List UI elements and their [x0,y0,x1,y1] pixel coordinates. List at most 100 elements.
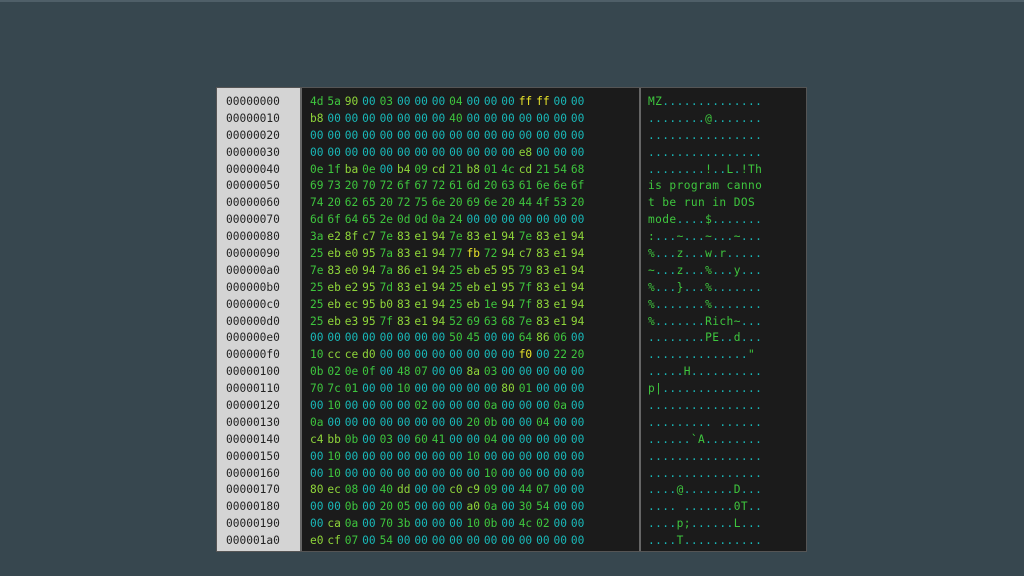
hex-byte[interactable]: 00 [431,466,446,480]
hex-byte[interactable]: 00 [396,95,411,108]
hex-byte[interactable]: ff [536,95,550,108]
hex-byte[interactable]: 00 [553,432,567,446]
hex-byte[interactable]: 07 [344,534,359,548]
hex-byte[interactable]: 00 [501,128,515,142]
hex-byte[interactable]: 00 [553,466,567,480]
hex-row[interactable]: 00 00 00 00 00 00 00 00 00 00 00 00 e8 00 00 00 [302,145,588,162]
ascii-row[interactable]: p|.............. [648,382,763,396]
hex-byte[interactable]: 00 [536,534,550,548]
hex-byte[interactable]: 07 [536,483,550,497]
hex-byte[interactable]: 00 [536,466,550,480]
hex-byte[interactable]: 00 [431,399,446,413]
hex-byte[interactable]: 20 [466,415,480,429]
hex-byte[interactable]: 70 [310,382,324,396]
hex-byte[interactable]: 00 [379,399,394,413]
hex-row[interactable]: 70 7c 01 00 00 10 00 00 00 00 00 80 01 00 00 00 [302,381,588,398]
hex-byte[interactable]: 10 [327,449,341,463]
hex-byte[interactable]: e2 [344,280,359,294]
hex-byte[interactable]: 0e [344,365,359,379]
hex-row[interactable]: 0e 1f ba 0e 00 b4 09 cd 21 b8 01 4c cd 21 54 68 [302,162,588,179]
hex-byte[interactable]: b0 [379,297,394,311]
hex-byte[interactable]: 00 [518,365,533,379]
hex-byte[interactable]: 00 [379,331,394,345]
hex-byte[interactable]: 02 [327,365,341,379]
hex-byte[interactable]: 00 [414,415,428,429]
hex-byte[interactable]: 00 [449,517,463,531]
hex-byte[interactable]: 86 [396,263,411,277]
hex-byte[interactable]: 02 [536,517,550,531]
hex-byte[interactable]: 10 [396,382,411,396]
hex-byte[interactable]: 00 [327,128,341,142]
hex-byte[interactable]: 00 [570,331,585,345]
hex-byte[interactable]: 07 [414,365,428,379]
hex-byte[interactable]: 79 [518,263,533,277]
hex-byte[interactable]: 04 [449,95,463,108]
hex-byte[interactable]: 22 [553,348,567,362]
ascii-row[interactable]: %...}...%....... [648,280,763,294]
hex-byte[interactable]: 03 [379,95,394,108]
hex-byte[interactable]: 00 [466,111,480,125]
hex-byte[interactable]: 00 [449,382,463,396]
hex-byte[interactable]: 00 [327,111,341,125]
hex-byte[interactable]: ca [327,517,341,531]
hex-byte[interactable]: 00 [362,399,376,413]
hex-byte[interactable]: 00 [379,145,394,159]
hex-byte[interactable]: 00 [310,466,324,480]
hex-byte[interactable]: 00 [344,415,359,429]
hex-byte[interactable]: 6f [570,179,585,193]
hex-row[interactable]: 00 00 00 00 00 00 00 00 00 00 00 00 00 00 00 00 [302,128,588,145]
hex-row[interactable]: 6d 6f 64 65 2e 0d 0d 0a 24 00 00 00 00 00 00 00 [302,212,588,229]
ascii-row[interactable]: MZ.............. [648,95,763,108]
hex-byte[interactable]: 00 [501,213,515,227]
hex-byte[interactable]: 60 [414,432,428,446]
hex-byte[interactable]: 00 [379,111,394,125]
hex-byte[interactable]: 00 [483,449,498,463]
hex-byte[interactable]: 94 [570,297,585,311]
hex-byte[interactable]: 00 [431,331,446,345]
ascii-row[interactable]: .............." [648,348,756,362]
hex-byte[interactable]: 00 [396,449,411,463]
ascii-row[interactable]: %...z...w.r..... [648,247,763,261]
hex-byte[interactable]: ba [344,162,359,176]
hex-byte[interactable]: d0 [362,348,376,362]
hex-byte[interactable]: 94 [570,280,585,294]
hex-byte[interactable]: 4d [310,95,324,108]
ascii-row[interactable]: %.......%....... [648,297,763,311]
hex-byte[interactable]: 00 [570,534,585,548]
hex-byte[interactable]: 00 [431,415,446,429]
hex-byte[interactable]: 00 [466,95,480,108]
hex-byte[interactable]: 4f [536,196,550,210]
hex-byte[interactable]: 4c [518,517,533,531]
hex-byte[interactable]: 95 [501,263,515,277]
hex-byte[interactable]: 20 [344,179,359,193]
hex-byte[interactable]: e1 [414,314,428,328]
hex-byte[interactable]: 40 [449,111,463,125]
hex-byte[interactable]: 00 [518,415,533,429]
hex-byte[interactable]: 94 [501,230,515,244]
hex-byte[interactable]: 06 [553,331,567,345]
hex-byte[interactable]: 00 [310,500,324,514]
hex-byte[interactable]: e8 [518,145,533,159]
hex-byte[interactable]: 00 [344,128,359,142]
hex-byte[interactable]: 00 [310,128,324,142]
hex-byte[interactable]: 00 [466,534,480,548]
hex-byte[interactable]: 83 [536,247,550,261]
hex-byte[interactable]: b4 [396,162,411,176]
hex-byte[interactable]: 94 [431,314,446,328]
hex-byte[interactable]: 21 [536,162,550,176]
hex-byte[interactable]: 7e [518,230,533,244]
hex-byte[interactable]: 8a [466,365,480,379]
hex-byte[interactable]: 0b [344,500,359,514]
hex-byte[interactable]: 69 [310,179,324,193]
hex-byte[interactable]: 00 [414,348,428,362]
ascii-row[interactable]: ........@....... [648,111,763,125]
hex-byte[interactable]: 00 [362,449,376,463]
hex-byte[interactable]: 03 [379,432,394,446]
hex-byte[interactable]: 00 [362,517,376,531]
ascii-row[interactable]: ......`A........ [648,432,763,446]
hex-byte[interactable]: 01 [518,382,533,396]
hex-byte[interactable]: 68 [570,162,585,176]
hex-byte[interactable]: 00 [414,517,428,531]
hex-byte[interactable]: f0 [518,348,533,362]
hex-byte[interactable]: 00 [501,399,515,413]
